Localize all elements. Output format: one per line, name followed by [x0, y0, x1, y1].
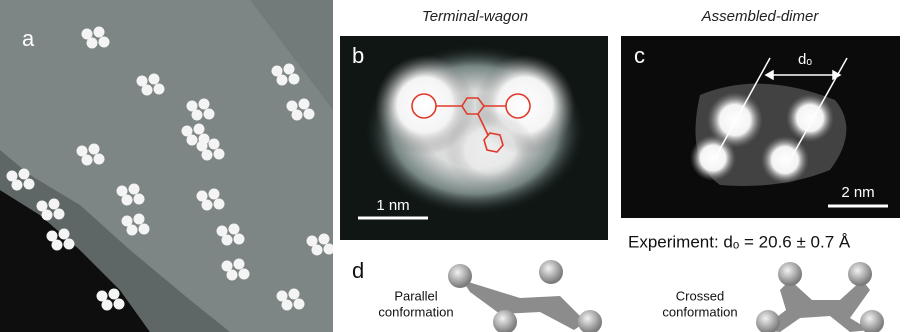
panel-label: a [22, 26, 35, 51]
molecule-spot [294, 299, 305, 310]
conformation-label: conformation [378, 304, 453, 319]
molecule-spot [49, 199, 60, 210]
molecule-spot [222, 235, 233, 246]
molecule-spot [54, 209, 65, 220]
molecule-spot [277, 75, 288, 86]
scale-label: 2 nm [841, 184, 874, 201]
molecule-spot [289, 74, 300, 85]
dimer-lobe [786, 94, 834, 142]
molecule-spot [134, 194, 145, 205]
molecule-spot [19, 169, 30, 180]
molecule-spot [209, 139, 220, 150]
molecule-spot [324, 244, 335, 255]
panel-a [0, 0, 335, 332]
molecule-spot [214, 149, 225, 160]
molecule-spot [187, 135, 198, 146]
molecule-spot [134, 214, 145, 225]
molecule-spot [24, 179, 35, 190]
molecule-spot [234, 234, 245, 245]
conformation-label: Parallel [394, 288, 437, 303]
molecule-spot [109, 289, 120, 300]
molecule-spot [139, 224, 150, 235]
molecule-spot [202, 150, 213, 161]
molecule-spot [209, 189, 220, 200]
figure: a Terminal-wagon 1 nm b Assembled-dimer … [0, 0, 904, 332]
molecule-spot [94, 27, 105, 38]
panel-title: Assembled-dimer [701, 8, 820, 25]
molecule-spot [42, 210, 53, 221]
molecule-spot [284, 64, 295, 75]
molecule-spot [194, 124, 205, 135]
molecule-spot [52, 240, 63, 251]
dimer-lobe [690, 135, 736, 181]
molecule-spot [127, 225, 138, 236]
panel-label: d [352, 258, 364, 283]
molecule-spot [299, 99, 310, 110]
panel-label: b [352, 43, 364, 68]
molecule-spot [94, 154, 105, 165]
molecule-spot [199, 99, 210, 110]
molecule-spot [149, 74, 160, 85]
molecule-spot [282, 300, 293, 311]
parallel-model [448, 260, 602, 332]
molecule-spot [114, 299, 125, 310]
molecule-spot [192, 110, 203, 121]
molecule-spot [64, 239, 75, 250]
molecule-spot [239, 269, 250, 280]
molecule-spot [129, 184, 140, 195]
molecule-spot [312, 245, 323, 256]
molecule-spot [202, 200, 213, 211]
panel-label: c [634, 43, 645, 68]
molecule-spot [154, 84, 165, 95]
molecule-spot [234, 259, 245, 270]
experiment-text: Experiment: dₒ = 20.6 ± 0.7 Å [628, 232, 851, 251]
molecule-spot [142, 85, 153, 96]
scale-label: 1 nm [376, 197, 409, 214]
conformation-label: Crossed [676, 288, 724, 303]
molecule-spot [229, 224, 240, 235]
conformation-label: conformation [662, 304, 737, 319]
molecule-spot [204, 109, 215, 120]
molecule-spot [82, 155, 93, 166]
distance-label: dₒ [798, 51, 812, 68]
molecule-spot [319, 234, 330, 245]
molecule-spot [102, 300, 113, 311]
molecule-spot [89, 144, 100, 155]
molecule-spot [122, 195, 133, 206]
molecule-spot [227, 270, 238, 281]
panel-title: Terminal-wagon [422, 8, 528, 25]
molecule-spot [99, 37, 110, 48]
molecule-spot [304, 109, 315, 120]
crossed-model [756, 262, 884, 332]
molecule-spot [289, 289, 300, 300]
molecule-spot [214, 199, 225, 210]
molecule-spot [87, 38, 98, 49]
dimer-lobe [761, 136, 809, 184]
molecule-spot [292, 110, 303, 121]
molecule-spot [12, 180, 23, 191]
molecule-spot [59, 229, 70, 240]
